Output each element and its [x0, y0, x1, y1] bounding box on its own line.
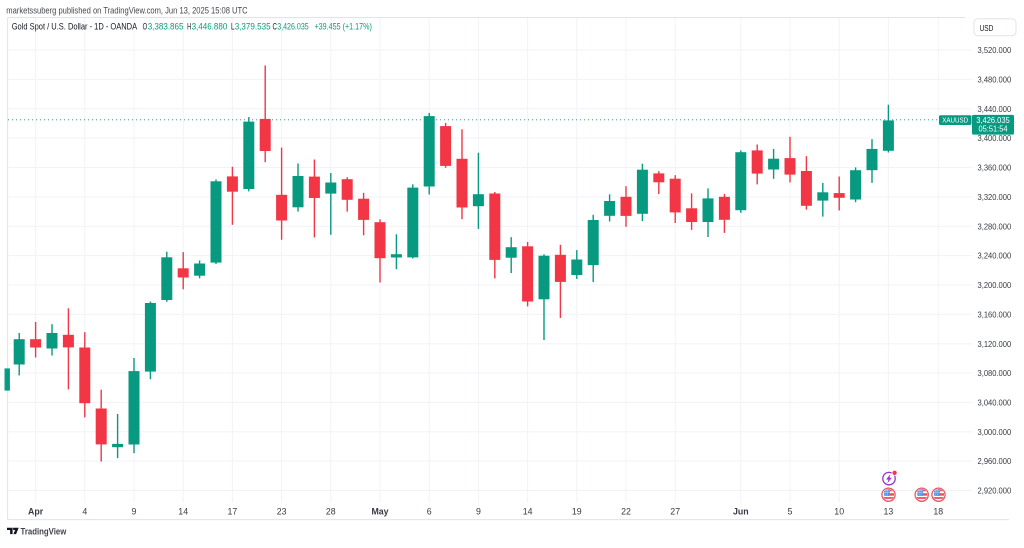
svg-text:9: 9 — [476, 507, 481, 517]
svg-text:23: 23 — [277, 507, 287, 517]
svg-text:10: 10 — [834, 507, 844, 517]
svg-text:L: L — [231, 21, 235, 31]
svg-text:3,480.000: 3,480.000 — [978, 75, 1012, 85]
svg-text:17: 17 — [228, 507, 238, 517]
svg-text:4: 4 — [82, 507, 87, 517]
svg-text:22: 22 — [621, 507, 631, 517]
svg-text:2,960.000: 2,960.000 — [978, 456, 1012, 466]
svg-text:14: 14 — [523, 507, 533, 517]
svg-text:18: 18 — [933, 507, 943, 517]
svg-text:3,080.000: 3,080.000 — [978, 368, 1012, 378]
svg-text:marketssuberg published on Tra: marketssuberg published on TradingView.c… — [6, 6, 248, 16]
svg-text:2,920.000: 2,920.000 — [978, 486, 1012, 496]
svg-text:3,280.000: 3,280.000 — [978, 221, 1012, 231]
svg-text:3,240.000: 3,240.000 — [978, 251, 1012, 261]
svg-text:H: H — [187, 21, 191, 31]
svg-text:27: 27 — [670, 507, 680, 517]
svg-text:3,200.000: 3,200.000 — [978, 280, 1012, 290]
svg-text:5: 5 — [788, 507, 793, 517]
svg-text:3,160.000: 3,160.000 — [978, 309, 1012, 319]
svg-text:9: 9 — [132, 507, 137, 517]
svg-text:3,400.000: 3,400.000 — [978, 133, 1012, 143]
svg-text:3,440.000: 3,440.000 — [978, 104, 1012, 114]
svg-text:Apr: Apr — [28, 507, 44, 517]
svg-text:3,426.035: 3,426.035 — [277, 21, 309, 31]
svg-text:+39.455 (+1.17%): +39.455 (+1.17%) — [315, 21, 372, 31]
svg-text:3,520.000: 3,520.000 — [978, 45, 1012, 55]
svg-text:6: 6 — [427, 507, 432, 517]
svg-text:28: 28 — [326, 507, 336, 517]
svg-text:Gold Spot / U.S. Dollar - 1D -: Gold Spot / U.S. Dollar - 1D - OANDA — [12, 21, 138, 31]
svg-text:May: May — [371, 507, 388, 517]
svg-text:TradingView: TradingView — [21, 526, 67, 536]
svg-text:05:51:54: 05:51:54 — [979, 125, 1008, 134]
svg-text:3,040.000: 3,040.000 — [978, 398, 1012, 408]
svg-text:3,360.000: 3,360.000 — [978, 163, 1012, 173]
svg-text:13: 13 — [884, 507, 894, 517]
svg-text:3,383.865: 3,383.865 — [148, 21, 184, 31]
svg-text:3,320.000: 3,320.000 — [978, 192, 1012, 202]
svg-text:3,000.000: 3,000.000 — [978, 427, 1012, 437]
svg-text:19: 19 — [572, 507, 582, 517]
svg-text:USD: USD — [980, 23, 994, 33]
svg-text:14: 14 — [178, 507, 188, 517]
svg-text:Jun: Jun — [733, 507, 749, 517]
svg-text:3,120.000: 3,120.000 — [978, 339, 1012, 349]
svg-text:O: O — [143, 21, 148, 31]
svg-text:XAUUSD: XAUUSD — [942, 116, 968, 125]
svg-text:3,426.035: 3,426.035 — [976, 115, 1010, 125]
svg-text:3,379.535: 3,379.535 — [235, 21, 271, 31]
svg-text:C: C — [273, 21, 278, 31]
svg-text:3,446.880: 3,446.880 — [192, 21, 228, 31]
